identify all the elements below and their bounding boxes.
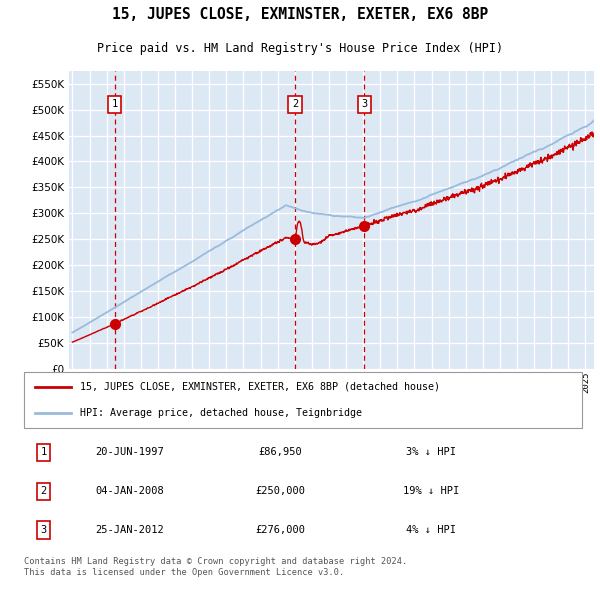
Text: 15, JUPES CLOSE, EXMINSTER, EXETER, EX6 8BP: 15, JUPES CLOSE, EXMINSTER, EXETER, EX6 … (112, 8, 488, 22)
Text: Contains HM Land Registry data © Crown copyright and database right 2024.
This d: Contains HM Land Registry data © Crown c… (24, 558, 407, 577)
Text: £250,000: £250,000 (256, 486, 305, 496)
Text: 04-JAN-2008: 04-JAN-2008 (95, 486, 164, 496)
Text: 15, JUPES CLOSE, EXMINSTER, EXETER, EX6 8BP (detached house): 15, JUPES CLOSE, EXMINSTER, EXETER, EX6 … (80, 382, 440, 392)
Text: 1: 1 (112, 100, 118, 110)
Text: 3: 3 (40, 525, 47, 535)
Text: 3: 3 (361, 100, 367, 110)
Text: 20-JUN-1997: 20-JUN-1997 (95, 447, 164, 457)
Text: 2: 2 (40, 486, 47, 496)
Text: 4% ↓ HPI: 4% ↓ HPI (406, 525, 457, 535)
Text: £86,950: £86,950 (259, 447, 302, 457)
Text: 2: 2 (292, 100, 298, 110)
Text: HPI: Average price, detached house, Teignbridge: HPI: Average price, detached house, Teig… (80, 408, 362, 418)
Text: Price paid vs. HM Land Registry's House Price Index (HPI): Price paid vs. HM Land Registry's House … (97, 42, 503, 55)
Text: £276,000: £276,000 (256, 525, 305, 535)
Text: 3% ↓ HPI: 3% ↓ HPI (406, 447, 457, 457)
Text: 25-JAN-2012: 25-JAN-2012 (95, 525, 164, 535)
FancyBboxPatch shape (24, 372, 582, 428)
Text: 1: 1 (40, 447, 47, 457)
Text: 19% ↓ HPI: 19% ↓ HPI (403, 486, 460, 496)
